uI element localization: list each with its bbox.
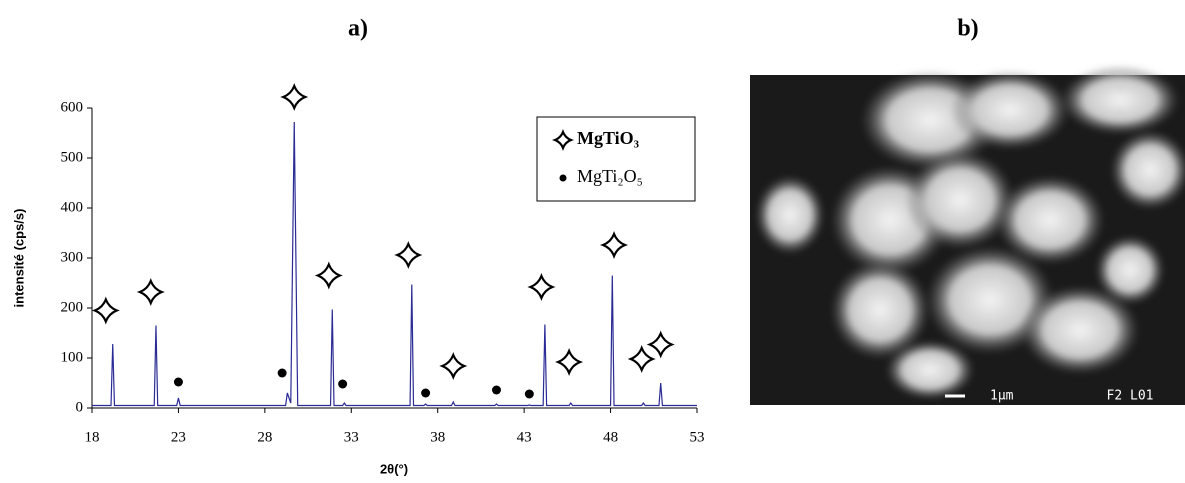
star-marker bbox=[136, 277, 165, 307]
star-marker bbox=[314, 261, 343, 290]
y-axis-label: intensité (cps/s) bbox=[11, 209, 26, 308]
dot-marker bbox=[524, 389, 534, 399]
star-marker bbox=[627, 344, 656, 374]
x-tick-label: 53 bbox=[690, 429, 705, 445]
legend-marker bbox=[551, 128, 575, 152]
star-marker bbox=[555, 347, 584, 377]
scale-label: 1μm bbox=[990, 389, 1014, 404]
legend-label: MgTi₂O₅ bbox=[577, 166, 643, 186]
dot-marker bbox=[421, 388, 431, 398]
x-axis-label: 2θ(°) bbox=[380, 461, 408, 476]
star-marker bbox=[91, 296, 120, 325]
x-tick-label: 33 bbox=[344, 429, 359, 445]
x-tick-label: 28 bbox=[257, 429, 272, 445]
y-tick-label: 100 bbox=[61, 349, 84, 365]
y-tick-label: 500 bbox=[61, 149, 84, 165]
x-tick-label: 43 bbox=[517, 429, 532, 445]
sem-image: 1μm F2 L01 bbox=[750, 65, 1185, 405]
panel-label: b) bbox=[957, 16, 978, 42]
dot-marker bbox=[277, 368, 287, 378]
x-tick-label: 48 bbox=[603, 429, 618, 445]
star-marker bbox=[599, 230, 629, 260]
star-marker bbox=[280, 82, 309, 112]
y-tick-label: 300 bbox=[61, 249, 84, 265]
dot-marker bbox=[338, 379, 348, 389]
star-marker bbox=[646, 330, 675, 359]
image-code: F2 L01 bbox=[1107, 389, 1154, 404]
dot-marker bbox=[173, 377, 183, 387]
dot-marker bbox=[491, 385, 501, 395]
y-tick-label: 400 bbox=[61, 199, 84, 215]
legend-label: MgTiO₃ bbox=[577, 128, 640, 148]
star-marker bbox=[439, 351, 468, 381]
star-marker bbox=[394, 240, 423, 270]
pattern-line bbox=[92, 121, 697, 407]
x-tick-label: 18 bbox=[85, 429, 100, 445]
x-tick-label: 23 bbox=[171, 429, 186, 445]
chart-title: a) bbox=[348, 16, 368, 42]
x-tick-label: 38 bbox=[430, 429, 445, 445]
y-tick-label: 200 bbox=[61, 299, 84, 315]
particles bbox=[755, 65, 1185, 400]
y-tick-label: 0 bbox=[76, 399, 84, 415]
star-marker bbox=[527, 272, 556, 302]
legend-marker bbox=[559, 174, 567, 182]
y-tick-label: 600 bbox=[61, 99, 84, 115]
